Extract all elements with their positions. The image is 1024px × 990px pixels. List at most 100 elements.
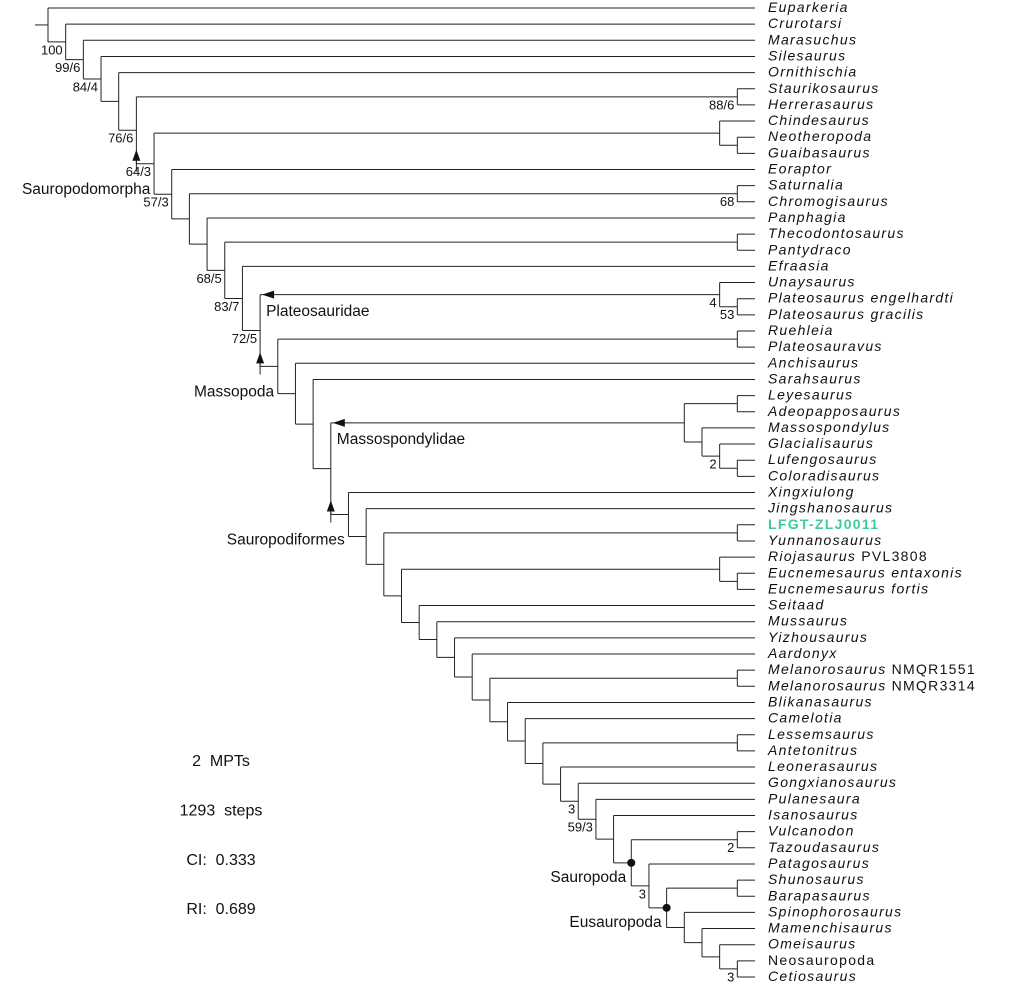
- taxon-name: Melanorosaurus: [768, 661, 887, 677]
- specimen-name: PVL3808: [861, 548, 928, 564]
- taxon-label: Herrerasaurus: [768, 96, 874, 112]
- taxon-name: Neotheropoda: [768, 128, 872, 144]
- support-value: 99/6: [55, 60, 80, 75]
- taxon-label: Thecodontosaurus: [768, 225, 905, 241]
- taxon-label: Aardonyx: [767, 645, 838, 661]
- clade-label: Plateosauridae: [266, 303, 369, 320]
- taxon-label: Adeopapposaurus: [767, 402, 901, 418]
- support-value: 59/3: [568, 820, 593, 835]
- specimen-name: NMQR1551: [892, 661, 976, 677]
- taxon-label: Coloradisaurus: [768, 467, 880, 483]
- taxon-name: Yizhousaurus: [768, 629, 868, 645]
- taxon-name: Gongxianosaurus: [768, 774, 897, 790]
- taxon-name: Xingxiulong: [767, 483, 855, 499]
- taxon-label: Eoraptor: [768, 160, 832, 176]
- tree-statistic: CI: 0.333: [186, 852, 255, 869]
- support-value: 100: [41, 42, 63, 57]
- taxon-name: Efraasia: [768, 257, 830, 273]
- taxon-label: Efraasia: [768, 257, 830, 273]
- taxon-name: Melanorosaurus: [768, 677, 887, 693]
- taxon-name: Aardonyx: [767, 645, 838, 661]
- support-value: 53: [720, 307, 734, 322]
- taxon-name: Panphagia: [768, 209, 847, 225]
- taxon-label: Omeisaurus: [768, 935, 856, 951]
- support-value: 84/4: [73, 79, 98, 94]
- clade-label: Massospondylidae: [337, 431, 465, 448]
- taxon-label: Ruehleia: [768, 322, 834, 338]
- taxon-label: Neotheropoda: [768, 128, 872, 144]
- specimen-name: NMQR3314: [892, 677, 976, 693]
- clade-dot: [627, 858, 636, 867]
- clade-label: Massopoda: [194, 383, 275, 400]
- taxon-label: Melanorosaurus NMQR3314: [768, 677, 976, 693]
- taxon-label: Eucnemesaurus fortis: [768, 580, 929, 596]
- taxon-label: Cetiosaurus: [768, 968, 857, 984]
- taxon-name: Euparkeria: [768, 0, 849, 15]
- taxon-name: Eucnemesaurus entaxonis: [768, 564, 963, 580]
- support-value: 3: [727, 969, 734, 984]
- taxon-name: Pantydraco: [768, 241, 852, 257]
- clade-label: Eusauropoda: [569, 914, 662, 931]
- taxon-name: Massospondylus: [768, 419, 890, 435]
- taxon-name: Jingshanosaurus: [767, 499, 893, 515]
- taxon-label: Saturnalia: [768, 176, 844, 192]
- taxon-name: Riojasaurus: [768, 548, 856, 564]
- taxon-label: Yunnanosaurus: [768, 532, 882, 548]
- taxon-name: Ornithischia: [768, 63, 858, 79]
- taxon-label: Unaysaurus: [768, 273, 856, 289]
- taxon-name: Coloradisaurus: [768, 467, 880, 483]
- taxon-name: Tazoudasaurus: [768, 839, 880, 855]
- taxon-label: Mamenchisaurus: [768, 919, 893, 935]
- taxon-label: Plateosaurus engelhardti: [768, 289, 954, 305]
- taxon-name: Plateosaurus gracilis: [768, 306, 924, 322]
- support-value: 2: [709, 457, 716, 472]
- taxon-name: LFGT-ZLJ0011: [768, 516, 879, 532]
- taxon-name: Plateosaurus engelhardti: [768, 289, 954, 305]
- clade-arrow: [132, 149, 141, 161]
- taxon-label: Yizhousaurus: [768, 629, 868, 645]
- taxon-name: Eoraptor: [768, 160, 832, 176]
- taxon-name: Antetonitrus: [767, 742, 858, 758]
- taxon-label: Lessemsaurus: [768, 725, 875, 741]
- taxon-label: Xingxiulong: [767, 483, 855, 499]
- taxon-name: Adeopapposaurus: [767, 402, 901, 418]
- support-value: 3: [568, 802, 575, 817]
- taxon-name: Crurotarsi: [768, 15, 842, 31]
- taxon-label: Leyesaurus: [768, 386, 853, 402]
- taxon-label: Pantydraco: [768, 241, 852, 257]
- clade-label: Sauropodomorpha: [22, 181, 151, 198]
- taxon-label: Staurikosaurus: [768, 79, 880, 95]
- clade-label: Sauropoda: [550, 869, 626, 886]
- taxon-label: Pulanesaura: [768, 790, 861, 806]
- taxon-name: Blikanasaurus: [768, 693, 873, 709]
- taxon-name: Yunnanosaurus: [768, 532, 882, 548]
- taxon-name: Vulcanodon: [768, 822, 855, 838]
- taxon-label: Eucnemesaurus entaxonis: [768, 564, 963, 580]
- clade-arrow: [256, 352, 265, 364]
- clade-arrow: [262, 290, 275, 299]
- clade-arrow: [326, 500, 335, 512]
- taxon-label: Patagosaurus: [768, 855, 870, 871]
- taxon-label: Guaibasaurus: [768, 144, 871, 160]
- taxon-name: Pulanesaura: [768, 790, 861, 806]
- support-value: 64/3: [126, 164, 151, 179]
- taxon-label: Shunosaurus: [768, 871, 865, 887]
- taxon-label: Panphagia: [768, 209, 847, 225]
- taxon-label: Plateosauravus: [768, 338, 883, 354]
- taxon-label: Isanosaurus: [768, 806, 859, 822]
- taxon-label: Silesaurus: [768, 47, 846, 63]
- taxon-name: Thecodontosaurus: [768, 225, 905, 241]
- tree-statistic: 2 MPTs: [192, 753, 250, 770]
- taxon-name: Spinophorosaurus: [768, 903, 902, 919]
- taxon-name: Chromogisaurus: [768, 193, 889, 209]
- taxon-label: Antetonitrus: [767, 742, 858, 758]
- taxon-label: Camelotia: [768, 709, 843, 725]
- taxon-name: Omeisaurus: [768, 935, 856, 951]
- clade-label: Sauropodiformes: [227, 532, 345, 549]
- taxon-name: Barapasaurus: [768, 887, 871, 903]
- taxon-name: Anchisaurus: [767, 354, 859, 370]
- taxon-name: Staurikosaurus: [768, 79, 880, 95]
- taxon-label: Plateosaurus gracilis: [768, 306, 924, 322]
